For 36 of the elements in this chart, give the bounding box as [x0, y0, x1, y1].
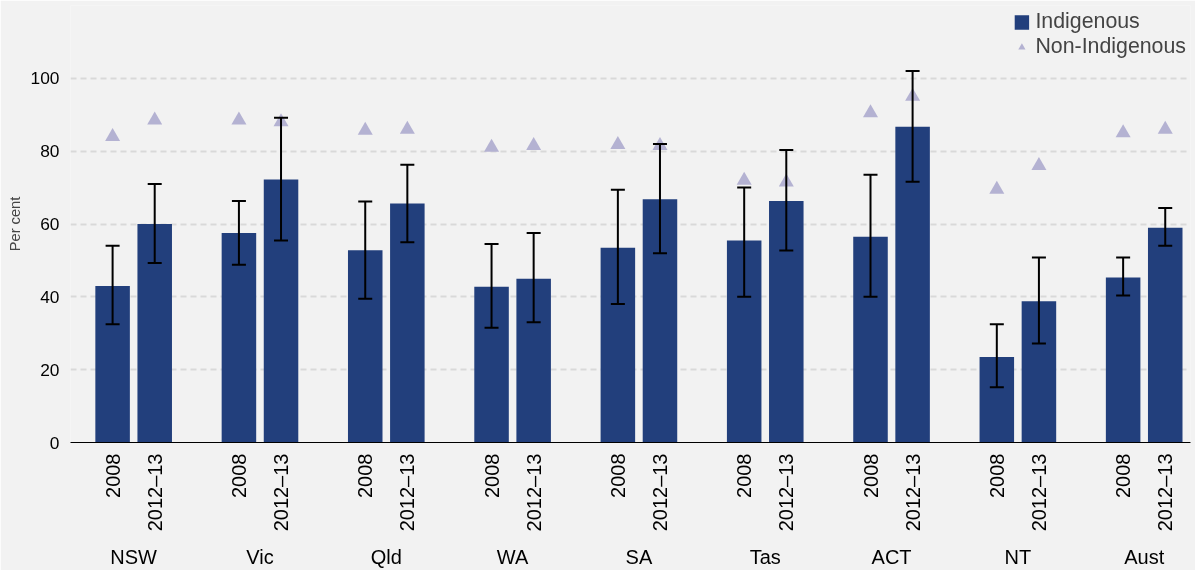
y-tick-label: 20	[40, 359, 60, 380]
text: NT	[1004, 545, 1032, 568]
x-tick-label: 2012–13	[522, 453, 545, 532]
text: WA	[496, 545, 529, 568]
x-tick-label: 2012–13	[143, 453, 166, 532]
text: Vic	[246, 545, 274, 568]
y-tick-label: 0	[49, 432, 60, 453]
x-tick-label: 2008	[985, 453, 1008, 498]
text: Qld	[370, 545, 402, 568]
x-tick-label: 2012–13	[775, 453, 798, 532]
text: ACT	[871, 545, 912, 568]
x-tick-label: 2012–13	[901, 453, 924, 532]
x-tick-label: 2008	[859, 453, 882, 498]
x-tick-label: 2012–13	[648, 453, 671, 532]
text: NSW	[110, 545, 158, 568]
x-tick-label: 2008	[101, 453, 124, 498]
x-tick-label: 2008	[354, 453, 377, 498]
x-tick-label: 2008	[227, 453, 250, 498]
legend-label: Indigenous	[1035, 9, 1140, 34]
y-tick-label: 40	[40, 286, 60, 307]
text: SA	[625, 545, 653, 568]
x-tick-label: 2012–13	[396, 453, 419, 532]
x-tick-label: 2008	[480, 453, 503, 498]
y-tick-label: 80	[40, 141, 60, 162]
x-tick-label: 2012–13	[270, 453, 293, 532]
y-axis-title: Per cent	[6, 196, 23, 252]
legend-label: Non-Indigenous	[1035, 34, 1186, 59]
x-tick-label: 2008	[1112, 453, 1135, 498]
x-tick-label: 2008	[606, 453, 629, 498]
x-tick-label: 2012–13	[1027, 453, 1050, 532]
y-tick-label: 60	[40, 214, 60, 234]
x-tick-label: 2012–13	[1154, 453, 1177, 532]
y-tick-label: 100	[30, 68, 60, 89]
text: Tas	[749, 545, 781, 568]
text: Aust	[1124, 545, 1165, 568]
x-tick-label: 2008	[733, 453, 756, 498]
